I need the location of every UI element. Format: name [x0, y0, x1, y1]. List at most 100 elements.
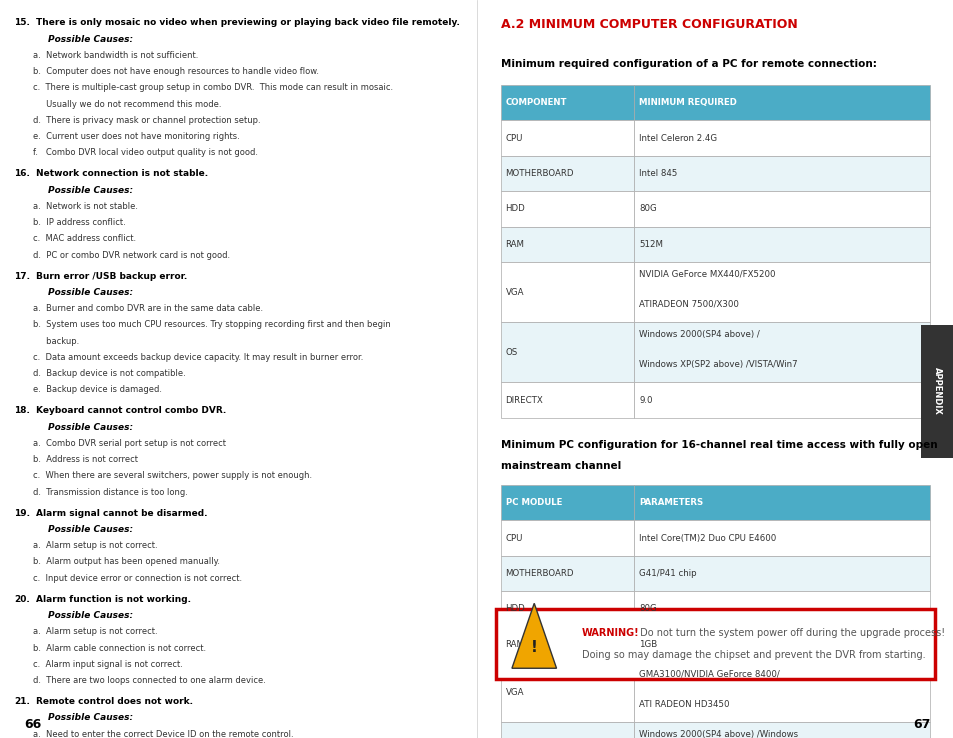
- Text: 9.0: 9.0: [639, 396, 652, 404]
- FancyBboxPatch shape: [634, 520, 929, 556]
- Text: Remote control does not work.: Remote control does not work.: [35, 697, 193, 706]
- Text: c.  When there are several switchers, power supply is not enough.: c. When there are several switchers, pow…: [33, 472, 313, 480]
- Text: Alarm signal cannot be disarmed.: Alarm signal cannot be disarmed.: [35, 508, 207, 518]
- FancyBboxPatch shape: [634, 323, 929, 382]
- Text: PARAMETERS: PARAMETERS: [639, 498, 702, 507]
- FancyBboxPatch shape: [634, 156, 929, 191]
- Text: a.  Combo DVR serial port setup is not correct: a. Combo DVR serial port setup is not co…: [33, 439, 226, 448]
- Text: 16.: 16.: [14, 170, 30, 179]
- Text: c.  There is multiple-cast group setup in combo DVR.  This mode can result in mo: c. There is multiple-cast group setup in…: [33, 83, 393, 92]
- Text: a.  Alarm setup is not correct.: a. Alarm setup is not correct.: [33, 541, 158, 551]
- Text: b.  Alarm output has been opened manually.: b. Alarm output has been opened manually…: [33, 557, 220, 567]
- FancyBboxPatch shape: [500, 556, 634, 591]
- Text: backup.: backup.: [33, 337, 79, 345]
- Text: c.  Input device error or connection is not correct.: c. Input device error or connection is n…: [33, 573, 242, 583]
- Text: PC MODULE: PC MODULE: [505, 498, 561, 507]
- FancyBboxPatch shape: [500, 723, 634, 738]
- Text: Possible Causes:: Possible Causes:: [48, 35, 132, 44]
- Text: VGA: VGA: [505, 688, 523, 697]
- Text: NVIDIA GeForce MX440/FX5200: NVIDIA GeForce MX440/FX5200: [639, 269, 775, 278]
- Text: a.  Alarm setup is not correct.: a. Alarm setup is not correct.: [33, 627, 158, 636]
- Text: Possible Causes:: Possible Causes:: [48, 611, 132, 620]
- Text: 80G: 80G: [639, 204, 657, 213]
- FancyBboxPatch shape: [500, 662, 634, 723]
- Text: MOTHERBOARD: MOTHERBOARD: [505, 569, 574, 578]
- FancyBboxPatch shape: [634, 85, 929, 120]
- FancyBboxPatch shape: [634, 382, 929, 418]
- Text: Intel Core(TM)2 Duo CPU E4600: Intel Core(TM)2 Duo CPU E4600: [639, 534, 776, 542]
- Text: d.  Backup device is not compatible.: d. Backup device is not compatible.: [33, 369, 186, 378]
- Text: Usually we do not recommend this mode.: Usually we do not recommend this mode.: [33, 100, 222, 108]
- Text: b.  Computer does not have enough resources to handle video flow.: b. Computer does not have enough resourc…: [33, 67, 319, 76]
- Text: b.  Alarm cable connection is not correct.: b. Alarm cable connection is not correct…: [33, 644, 206, 652]
- Text: 21.: 21.: [14, 697, 30, 706]
- Text: HDD: HDD: [505, 604, 525, 613]
- Text: CPU: CPU: [505, 134, 522, 142]
- Bar: [920, 325, 953, 458]
- Text: e.  Current user does not have monitoring rights.: e. Current user does not have monitoring…: [33, 132, 240, 141]
- Text: Doing so may damage the chipset and prevent the DVR from starting.: Doing so may damage the chipset and prev…: [581, 650, 924, 660]
- Text: Possible Causes:: Possible Causes:: [48, 186, 132, 195]
- Text: a.  Network bandwidth is not sufficient.: a. Network bandwidth is not sufficient.: [33, 51, 198, 60]
- Text: Possible Causes:: Possible Causes:: [48, 714, 132, 723]
- FancyBboxPatch shape: [496, 609, 934, 679]
- Text: ATI RADEON HD3450: ATI RADEON HD3450: [639, 700, 729, 708]
- Text: MINIMUM REQUIRED: MINIMUM REQUIRED: [639, 98, 737, 107]
- FancyBboxPatch shape: [500, 262, 634, 323]
- Text: There is only mosaic no video when previewing or playing back video file remotel: There is only mosaic no video when previ…: [35, 18, 459, 27]
- Text: a.  Burner and combo DVR are in the same data cable.: a. Burner and combo DVR are in the same …: [33, 304, 263, 313]
- FancyBboxPatch shape: [500, 323, 634, 382]
- Text: APPENDIX: APPENDIX: [932, 368, 941, 415]
- Text: A.2 MINIMUM COMPUTER CONFIGURATION: A.2 MINIMUM COMPUTER CONFIGURATION: [500, 18, 797, 32]
- Text: a.  Network is not stable.: a. Network is not stable.: [33, 202, 138, 211]
- Text: b.  Address is not correct: b. Address is not correct: [33, 455, 138, 464]
- FancyBboxPatch shape: [500, 120, 634, 156]
- Text: Keyboard cannot control combo DVR.: Keyboard cannot control combo DVR.: [35, 407, 226, 415]
- Text: mainstream channel: mainstream channel: [500, 461, 620, 471]
- Text: a.  Need to enter the correct Device ID on the remote control.: a. Need to enter the correct Device ID o…: [33, 730, 294, 738]
- Text: Possible Causes:: Possible Causes:: [48, 288, 132, 297]
- Text: OS: OS: [505, 348, 517, 356]
- Text: Possible Causes:: Possible Causes:: [48, 423, 132, 432]
- Text: 80G: 80G: [639, 604, 657, 613]
- Text: Intel Celeron 2.4G: Intel Celeron 2.4G: [639, 134, 717, 142]
- FancyBboxPatch shape: [500, 485, 634, 520]
- Text: b.  IP address conflict.: b. IP address conflict.: [33, 218, 126, 227]
- FancyBboxPatch shape: [500, 85, 634, 120]
- Text: c.  Data amount exceeds backup device capacity. It may result in burner error.: c. Data amount exceeds backup device cap…: [33, 353, 363, 362]
- Text: 67: 67: [912, 717, 929, 731]
- FancyBboxPatch shape: [634, 723, 929, 738]
- Text: e.  Backup device is damaged.: e. Backup device is damaged.: [33, 385, 162, 394]
- Text: Possible Causes:: Possible Causes:: [48, 525, 132, 534]
- Text: d.  Transmission distance is too long.: d. Transmission distance is too long.: [33, 488, 188, 497]
- Text: CPU: CPU: [505, 534, 522, 542]
- Text: RAM: RAM: [505, 240, 524, 249]
- Text: !: !: [530, 640, 537, 655]
- Text: Minimum required configuration of a PC for remote connection:: Minimum required configuration of a PC f…: [500, 59, 876, 69]
- Text: WARNING!: WARNING!: [581, 628, 639, 638]
- FancyBboxPatch shape: [500, 627, 634, 662]
- FancyBboxPatch shape: [500, 591, 634, 627]
- Text: 18.: 18.: [14, 407, 30, 415]
- Text: 66: 66: [24, 717, 41, 731]
- Text: Windows 2000(SP4 above) /Windows: Windows 2000(SP4 above) /Windows: [639, 730, 798, 738]
- Text: 20.: 20.: [14, 595, 30, 604]
- Text: d.  There are two loops connected to one alarm device.: d. There are two loops connected to one …: [33, 676, 266, 685]
- Text: DIRECTX: DIRECTX: [505, 396, 543, 404]
- Text: 15.: 15.: [14, 18, 30, 27]
- Text: Burn error /USB backup error.: Burn error /USB backup error.: [35, 272, 187, 280]
- Text: d.  PC or combo DVR network card is not good.: d. PC or combo DVR network card is not g…: [33, 251, 231, 260]
- Text: 512M: 512M: [639, 240, 662, 249]
- FancyBboxPatch shape: [634, 191, 929, 227]
- FancyBboxPatch shape: [634, 262, 929, 323]
- Text: b.  System uses too much CPU resources. Try stopping recording first and then be: b. System uses too much CPU resources. T…: [33, 320, 391, 329]
- FancyBboxPatch shape: [634, 227, 929, 262]
- Text: Do not turn the system power off during the upgrade process!: Do not turn the system power off during …: [637, 628, 943, 638]
- FancyBboxPatch shape: [634, 485, 929, 520]
- Text: c.  MAC address conflict.: c. MAC address conflict.: [33, 235, 136, 244]
- Text: d.  There is privacy mask or channel protection setup.: d. There is privacy mask or channel prot…: [33, 116, 261, 125]
- FancyBboxPatch shape: [634, 627, 929, 662]
- Text: Network connection is not stable.: Network connection is not stable.: [35, 170, 208, 179]
- Text: ATIRADEON 7500/X300: ATIRADEON 7500/X300: [639, 300, 739, 308]
- Text: RAM: RAM: [505, 640, 524, 649]
